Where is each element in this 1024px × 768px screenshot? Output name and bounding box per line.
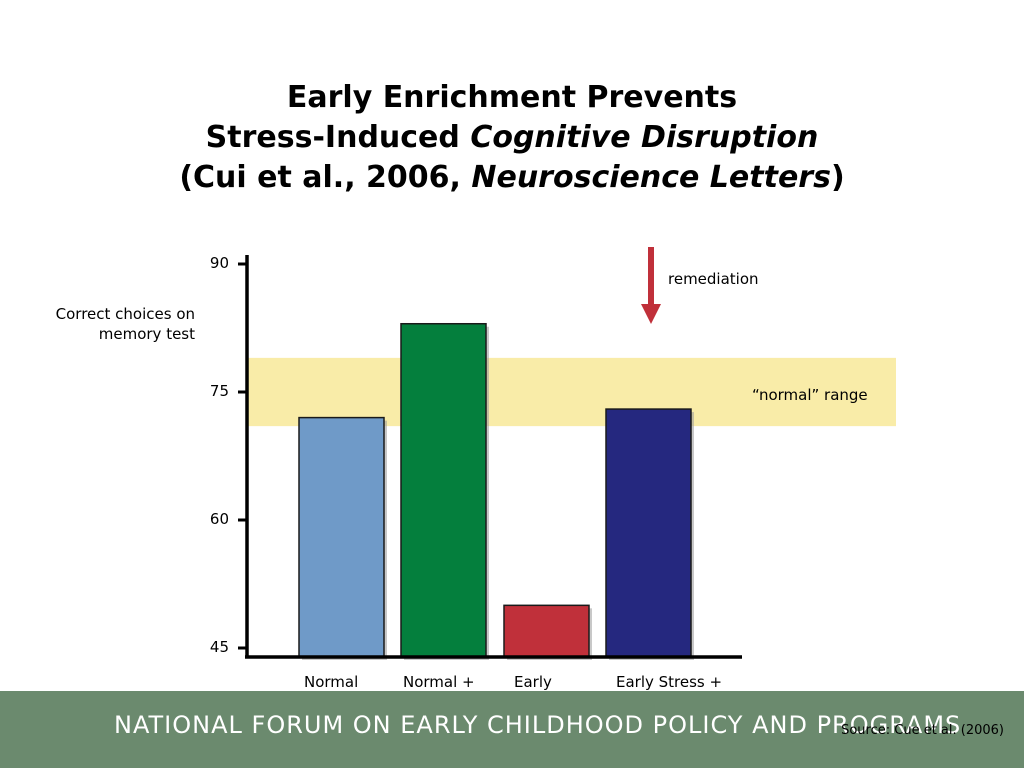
bar-2 <box>400 322 487 658</box>
y-tick-label: 45 <box>209 638 229 656</box>
normal-range-label: “normal” range <box>752 386 868 404</box>
title-line-1: Early Enrichment Prevents <box>0 78 1024 118</box>
bar-4 <box>605 408 692 658</box>
title-line-2: Stress-Induced Cognitive Disruption <box>0 118 1024 158</box>
y-axis-label-line-2: memory test <box>98 325 195 343</box>
chart-title: Early Enrichment Prevents Stress-Induced… <box>0 78 1024 198</box>
category-label-1: Normal <box>304 673 359 691</box>
footer-org-name: NATIONAL FORUM ON EARLY CHILDHOOD POLICY… <box>114 711 962 739</box>
remediation-label: remediation <box>668 270 759 288</box>
normal-range-band <box>247 357 896 427</box>
y-tick-label: 60 <box>209 510 229 528</box>
source-citation: Source: Cue et al. (2006) <box>841 723 1004 738</box>
title-line-3-close: ) <box>830 160 845 195</box>
title-line-2-italic: Cognitive Disruption <box>470 120 819 155</box>
title-line-3-open: (Cui et al., 2006, <box>179 160 472 195</box>
title-line-1-text: Early Enrichment Prevents <box>286 80 738 115</box>
bar-3 <box>503 604 590 658</box>
title-line-3: (Cui et al., 2006, Neuroscience Letters) <box>0 158 1024 198</box>
title-line-2-plain: Stress-Induced <box>205 120 471 155</box>
y-tick-label: 75 <box>209 382 229 400</box>
footer-banner: NATIONAL FORUM ON EARLY CHILDHOOD POLICY… <box>0 691 1024 768</box>
title-line-3-italic: Neuroscience Letters <box>471 160 831 195</box>
y-tick-label: 90 <box>209 254 229 272</box>
remediation-arrow-head <box>641 304 661 324</box>
bar-1 <box>298 416 385 658</box>
y-axis-label: Correct choices on memory test <box>20 304 195 344</box>
y-axis-label-line-1: Correct choices on <box>55 305 195 323</box>
